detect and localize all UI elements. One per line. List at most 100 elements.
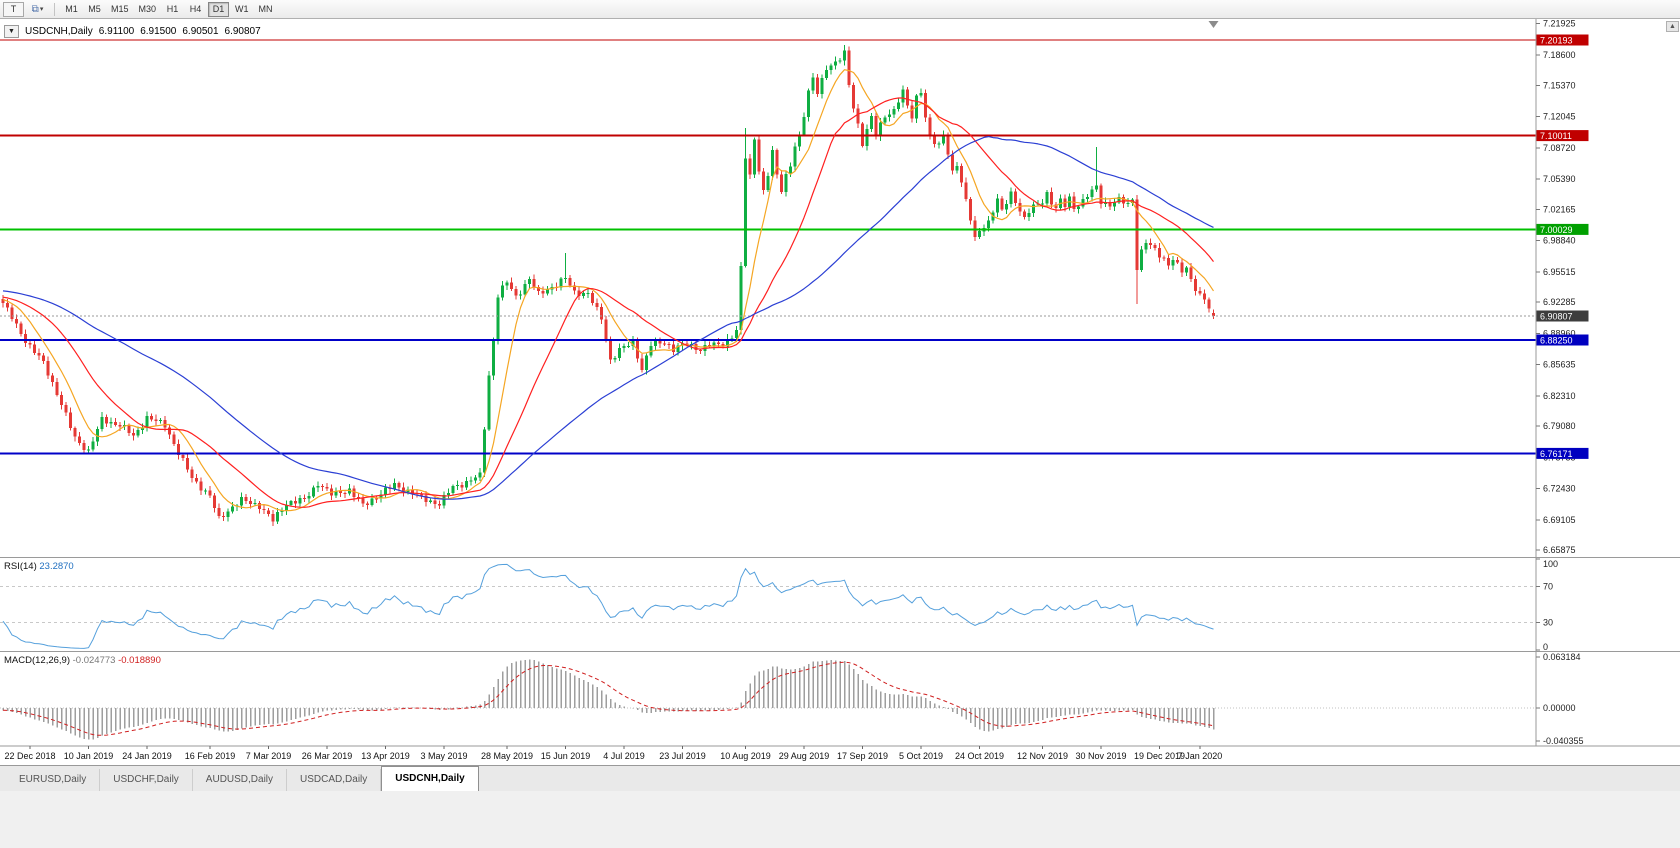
svg-text:24 Oct 2019: 24 Oct 2019 (955, 751, 1004, 761)
svg-text:29 Aug 2019: 29 Aug 2019 (779, 751, 830, 761)
svg-text:19 Dec 2019: 19 Dec 2019 (1134, 751, 1185, 761)
svg-text:26 Mar 2019: 26 Mar 2019 (302, 751, 353, 761)
chart-tab-usdcnh[interactable]: USDCNH,Daily (381, 766, 479, 791)
down-triangle-icon: ▼ (8, 28, 15, 35)
svg-text:6.92285: 6.92285 (1543, 297, 1576, 307)
svg-text:0.063184: 0.063184 (1543, 652, 1581, 662)
medium-ma-line (2, 97, 1214, 508)
svg-text:16 Feb 2019: 16 Feb 2019 (185, 751, 236, 761)
timeframe-button-group: M1 M5 M15 M30 H1 H4 D1 W1 MN (61, 1, 277, 17)
caret-down-icon: ▾ (39, 6, 44, 13)
price-axis[interactable]: 7.21925 7.18600 7.15370 7.12045 7.08720 7.053… (1536, 19, 1584, 746)
svg-text:12 Nov 2019: 12 Nov 2019 (1017, 751, 1068, 761)
svg-text:7 Jan 2020: 7 Jan 2020 (1178, 751, 1223, 761)
timeframe-button-m1[interactable]: M1 (65, 4, 78, 14)
svg-text:6.72430: 6.72430 (1543, 484, 1576, 494)
candlestick-series (1, 45, 1215, 527)
svg-text:17 Sep 2019: 17 Sep 2019 (837, 751, 888, 761)
svg-text:7.05390: 7.05390 (1543, 174, 1576, 184)
svg-text:4 Jul 2019: 4 Jul 2019 (603, 751, 645, 761)
resistance-price-tag (1536, 130, 1589, 142)
panel-frame (0, 19, 1680, 747)
svg-text:0.00000: 0.00000 (1543, 703, 1576, 713)
svg-text:7.12045: 7.12045 (1543, 112, 1576, 122)
up-triangle-icon: ▲ (1669, 23, 1676, 30)
macd-label: MACD(12,26,9) -0.024773 -0.018890 (4, 655, 161, 666)
timeframe-button-h1[interactable]: H1 (166, 4, 179, 14)
svg-text:7.21925: 7.21925 (1543, 19, 1576, 29)
timeframe-button-m15[interactable]: M15 (111, 4, 129, 14)
svg-text:6.76171: 6.76171 (1540, 449, 1573, 459)
window-background (0, 791, 1680, 848)
svg-text:28 May 2019: 28 May 2019 (481, 751, 533, 761)
svg-text:-0.040355: -0.040355 (1543, 736, 1584, 746)
chart-shift-marker[interactable] (1208, 21, 1219, 28)
svg-text:7.02165: 7.02165 (1543, 204, 1576, 214)
rsi-line (2, 563, 1214, 649)
chart-canvas[interactable]: 7.21925 7.18600 7.15370 7.12045 7.08720 7.053… (0, 19, 1680, 765)
svg-text:7.10011: 7.10011 (1540, 131, 1572, 141)
pivot-price-tag (1536, 223, 1589, 235)
resistance-price-tag (1536, 34, 1589, 46)
chart-tab-audusd[interactable]: AUDUSD,Daily (193, 769, 288, 791)
collapse-panel-button[interactable]: ▼ (4, 25, 19, 38)
support-resistance-lines[interactable] (0, 39, 1536, 455)
svg-text:6.82310: 6.82310 (1543, 391, 1576, 401)
svg-text:6.65875: 6.65875 (1543, 545, 1576, 555)
layers-icon: ⧉ (31, 3, 39, 15)
support-price-tag (1536, 334, 1589, 346)
svg-text:6.88250: 6.88250 (1540, 336, 1573, 346)
svg-text:10 Aug 2019: 10 Aug 2019 (720, 751, 771, 761)
svg-text:6.79080: 6.79080 (1543, 421, 1576, 431)
svg-text:10 Jan 2019: 10 Jan 2019 (64, 751, 114, 761)
svg-text:22 Dec 2018: 22 Dec 2018 (4, 751, 55, 761)
svg-text:6.88960: 6.88960 (1543, 328, 1576, 338)
svg-text:7 Mar 2019: 7 Mar 2019 (246, 751, 292, 761)
svg-text:23 Jul 2019: 23 Jul 2019 (659, 751, 706, 761)
chart-objects-button[interactable]: ⧉ ▾ (27, 2, 48, 17)
svg-text:6.85635: 6.85635 (1543, 360, 1576, 370)
chart-tab-usdchf[interactable]: USDCHF,Daily (100, 769, 193, 791)
chart-window[interactable]: 7.21925 7.18600 7.15370 7.12045 7.08720 7.053… (0, 19, 1680, 765)
macd-signal-line (2, 661, 1214, 736)
chart-tab-usdcad[interactable]: USDCAD,Daily (287, 769, 382, 791)
svg-text:70: 70 (1543, 581, 1553, 591)
svg-text:6.95515: 6.95515 (1543, 267, 1576, 277)
fast-ma-line (2, 69, 1214, 512)
svg-text:6.98840: 6.98840 (1543, 236, 1576, 246)
timeframe-button-m5[interactable]: M5 (88, 4, 101, 14)
svg-text:6.90807: 6.90807 (1540, 312, 1573, 322)
svg-text:13 Apr 2019: 13 Apr 2019 (361, 751, 410, 761)
timeframe-button-w1[interactable]: W1 (235, 4, 249, 14)
svg-text:6.69105: 6.69105 (1543, 515, 1576, 525)
rsi-label: RSI(14) 23.2870 (4, 561, 74, 572)
current-price-tag (1536, 310, 1589, 322)
chart-tab-eurusd[interactable]: EURUSD,Daily (6, 769, 101, 791)
moving-average-lines (2, 69, 1214, 512)
price-badges: 7.20193 7.10011 7.00029 6.90807 6.88250 6.761… (1536, 34, 1589, 459)
timeframe-button-d1[interactable]: D1 (208, 1, 230, 17)
date-axis[interactable]: 22 Dec 2018 10 Jan 2019 24 Jan 2019 16 Feb … (4, 746, 1222, 761)
timeframe-button-mn[interactable]: MN (258, 4, 273, 14)
top-toolbar: T ⧉ ▾ M1 M5 M15 M30 H1 H4 D1 W1 MN (0, 0, 1680, 19)
svg-text:24 Jan 2019: 24 Jan 2019 (122, 751, 172, 761)
svg-text:7.08720: 7.08720 (1543, 143, 1576, 153)
toolbar-separator (54, 2, 55, 16)
svg-text:30: 30 (1543, 618, 1553, 628)
text-tool-button[interactable]: T (3, 1, 24, 17)
support-price-tag (1536, 447, 1589, 459)
timeframe-button-h4[interactable]: H4 (189, 4, 202, 14)
chart-tab-bar: EURUSD,Daily USDCHF,Daily AUDUSD,Daily USDC… (0, 765, 1680, 791)
svg-text:0: 0 (1543, 642, 1548, 652)
svg-text:7.20193: 7.20193 (1540, 36, 1573, 46)
svg-text:15 Jun 2019: 15 Jun 2019 (541, 751, 591, 761)
timeframe-button-m30[interactable]: M30 (138, 4, 157, 14)
svg-text:7.18600: 7.18600 (1543, 50, 1576, 60)
scroll-up-button[interactable]: ▲ (1666, 21, 1679, 32)
svg-text:5 Oct 2019: 5 Oct 2019 (899, 751, 943, 761)
svg-text:7.15370: 7.15370 (1543, 80, 1576, 90)
svg-text:30 Nov 2019: 30 Nov 2019 (1075, 751, 1126, 761)
svg-text:7.00029: 7.00029 (1540, 225, 1573, 235)
svg-text:100: 100 (1543, 559, 1558, 569)
svg-text:3 May 2019: 3 May 2019 (420, 751, 467, 761)
